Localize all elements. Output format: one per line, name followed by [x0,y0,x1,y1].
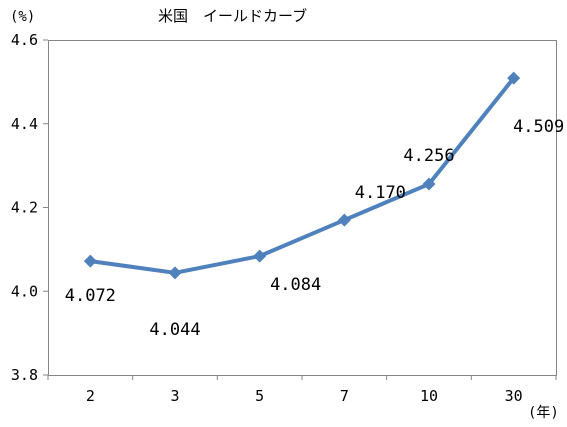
data-label: 4.044 [149,320,200,340]
y-tick-label: 4.4 [11,115,38,133]
x-tick-label: 5 [255,387,264,405]
plot-layer: 3.8 4.0 4.2 4.4 4.6 2 3 5 7 10 30 4.072 4.044 4.084 4.… [11,31,564,405]
x-axis-unit: (年) [528,405,559,421]
chart-title: 米国 イールドカーブ [158,7,307,25]
y-tick-label: 4.2 [11,199,38,217]
x-tick-label: 10 [420,387,438,405]
data-point-marker [422,177,436,191]
data-point-marker [168,266,182,280]
plot-area-border [48,40,557,376]
data-label: 4.509 [513,117,564,137]
y-tick-label: 4.0 [11,282,38,300]
data-point-marker [83,254,97,268]
y-axis-unit: (%) [10,9,35,25]
x-tick-label: 3 [170,387,179,405]
y-tick-label: 4.6 [11,31,38,49]
data-label: 4.170 [355,183,406,203]
x-tick-label: 30 [505,387,523,405]
data-point-marker [507,71,521,85]
data-point-marker [337,213,351,227]
data-label: 4.072 [65,286,116,306]
series-line [90,76,516,275]
data-label: 4.256 [403,146,454,166]
y-tick-label: 3.8 [11,366,38,384]
data-point-marker [253,249,267,263]
x-tick-label: 7 [340,387,349,405]
data-label: 4.084 [270,275,321,295]
x-tick-label: 2 [86,387,95,405]
